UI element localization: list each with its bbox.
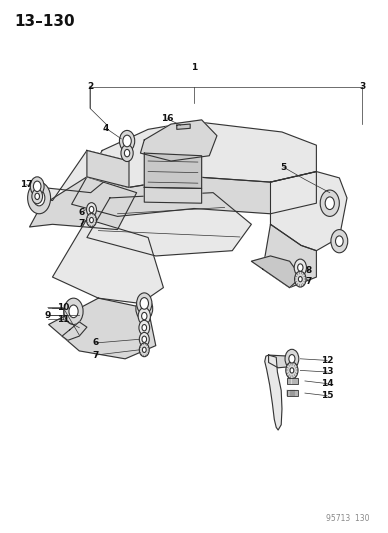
Polygon shape — [270, 172, 347, 251]
Polygon shape — [48, 298, 156, 359]
Circle shape — [120, 131, 135, 151]
Circle shape — [90, 217, 94, 223]
Polygon shape — [87, 150, 129, 188]
Circle shape — [87, 203, 97, 216]
Circle shape — [139, 343, 149, 357]
Text: 6: 6 — [78, 208, 84, 217]
Text: 8: 8 — [306, 266, 312, 275]
Circle shape — [336, 236, 343, 246]
Text: 7: 7 — [92, 351, 99, 360]
Bar — [287, 378, 298, 384]
Circle shape — [331, 230, 348, 253]
Circle shape — [298, 264, 303, 271]
Polygon shape — [268, 355, 293, 368]
Circle shape — [137, 293, 152, 314]
Circle shape — [33, 190, 45, 206]
Polygon shape — [87, 192, 251, 256]
Text: 2: 2 — [87, 82, 93, 91]
Text: 13–130: 13–130 — [14, 14, 75, 29]
Circle shape — [123, 135, 131, 147]
Text: 11: 11 — [57, 315, 69, 324]
Circle shape — [121, 144, 133, 161]
Circle shape — [89, 206, 94, 213]
Circle shape — [30, 177, 44, 196]
Circle shape — [28, 182, 50, 214]
Polygon shape — [265, 355, 282, 430]
Circle shape — [142, 347, 146, 352]
Text: 7: 7 — [78, 219, 84, 228]
Polygon shape — [72, 172, 316, 216]
Circle shape — [325, 197, 334, 209]
Circle shape — [35, 193, 40, 199]
Circle shape — [320, 190, 340, 216]
Circle shape — [140, 297, 149, 309]
Polygon shape — [144, 153, 202, 189]
Circle shape — [142, 312, 147, 320]
Text: 12: 12 — [321, 356, 333, 365]
Text: 10: 10 — [57, 303, 69, 312]
Circle shape — [64, 298, 83, 325]
Polygon shape — [87, 122, 316, 188]
Text: 5: 5 — [281, 163, 287, 172]
Circle shape — [285, 349, 299, 368]
Circle shape — [32, 189, 43, 204]
Polygon shape — [263, 224, 316, 288]
Polygon shape — [140, 120, 217, 161]
Text: 14: 14 — [321, 379, 333, 388]
Text: 15: 15 — [321, 391, 333, 400]
Text: 95713  130: 95713 130 — [326, 514, 370, 523]
Polygon shape — [62, 322, 87, 341]
Circle shape — [142, 336, 147, 342]
Circle shape — [298, 277, 302, 282]
Polygon shape — [251, 256, 301, 288]
Circle shape — [142, 325, 147, 331]
Circle shape — [294, 271, 306, 287]
Text: 3: 3 — [359, 82, 365, 91]
Circle shape — [290, 368, 294, 373]
Circle shape — [139, 333, 149, 346]
Text: 1: 1 — [191, 62, 197, 71]
Text: 9: 9 — [45, 311, 51, 319]
Polygon shape — [29, 177, 137, 230]
Polygon shape — [144, 188, 202, 203]
Circle shape — [289, 354, 295, 363]
Text: 16: 16 — [161, 114, 173, 123]
Circle shape — [286, 362, 298, 379]
Circle shape — [136, 297, 153, 320]
Circle shape — [139, 320, 150, 335]
Circle shape — [87, 213, 97, 227]
Circle shape — [33, 181, 41, 191]
Text: 17: 17 — [20, 180, 33, 189]
Text: 4: 4 — [103, 124, 109, 133]
Circle shape — [69, 305, 78, 318]
Circle shape — [294, 259, 307, 276]
Polygon shape — [177, 124, 190, 130]
Bar — [288, 390, 298, 396]
Text: 7: 7 — [305, 277, 312, 286]
Polygon shape — [52, 219, 163, 303]
Circle shape — [125, 149, 130, 157]
Text: 6: 6 — [92, 338, 99, 348]
Circle shape — [138, 308, 151, 325]
Circle shape — [140, 303, 148, 314]
Text: 13: 13 — [321, 367, 333, 376]
Polygon shape — [29, 150, 129, 200]
